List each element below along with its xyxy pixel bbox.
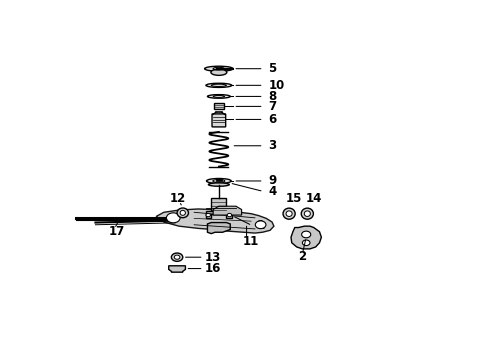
Ellipse shape: [301, 208, 314, 219]
Polygon shape: [213, 206, 242, 215]
Text: 15: 15: [286, 192, 302, 205]
Text: 3: 3: [268, 139, 276, 152]
Ellipse shape: [207, 95, 230, 98]
Ellipse shape: [205, 66, 233, 71]
Bar: [215, 180, 222, 185]
Circle shape: [255, 221, 266, 229]
Text: 13: 13: [204, 251, 220, 264]
Ellipse shape: [208, 183, 229, 186]
Circle shape: [227, 213, 232, 217]
Circle shape: [167, 213, 180, 223]
Text: 4: 4: [268, 185, 276, 198]
Polygon shape: [207, 222, 230, 234]
Text: 8: 8: [268, 90, 276, 103]
Circle shape: [302, 231, 311, 238]
Ellipse shape: [286, 211, 292, 216]
FancyBboxPatch shape: [212, 114, 226, 127]
Text: 14: 14: [305, 192, 322, 205]
Ellipse shape: [206, 83, 232, 87]
Text: 6: 6: [268, 113, 276, 126]
Ellipse shape: [283, 208, 295, 219]
Text: 2: 2: [298, 250, 306, 263]
Bar: [214, 103, 224, 109]
Ellipse shape: [206, 179, 231, 184]
Polygon shape: [169, 266, 185, 272]
Circle shape: [302, 240, 310, 246]
Circle shape: [206, 213, 211, 217]
Polygon shape: [291, 226, 321, 249]
Text: 1: 1: [257, 219, 265, 232]
Bar: [211, 198, 226, 214]
Polygon shape: [206, 211, 232, 219]
Text: 5: 5: [268, 62, 276, 75]
Text: 17: 17: [109, 225, 125, 238]
Ellipse shape: [180, 210, 185, 215]
Ellipse shape: [177, 208, 189, 218]
Text: 12: 12: [170, 192, 186, 205]
Text: 7: 7: [268, 100, 276, 113]
Text: 10: 10: [268, 79, 285, 92]
Text: 16: 16: [204, 262, 221, 275]
Ellipse shape: [174, 255, 180, 259]
Polygon shape: [156, 209, 274, 233]
Ellipse shape: [213, 180, 225, 183]
Text: 9: 9: [268, 175, 276, 188]
Ellipse shape: [304, 211, 310, 216]
Ellipse shape: [172, 253, 183, 261]
Ellipse shape: [211, 69, 227, 75]
Text: 11: 11: [243, 235, 259, 248]
